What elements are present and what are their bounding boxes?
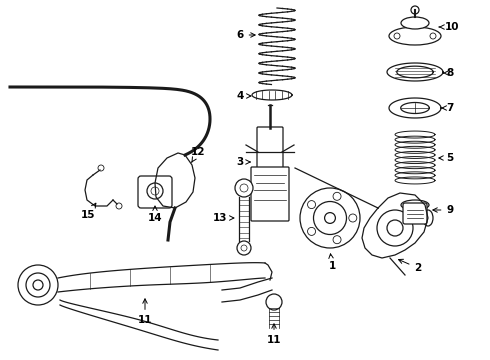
Circle shape (349, 214, 357, 222)
Circle shape (241, 245, 247, 251)
Text: 6: 6 (236, 30, 255, 40)
Text: 11: 11 (138, 299, 152, 325)
FancyBboxPatch shape (138, 176, 172, 208)
FancyBboxPatch shape (257, 127, 283, 169)
Circle shape (333, 192, 341, 200)
Text: 2: 2 (398, 259, 421, 273)
Text: 14: 14 (147, 206, 162, 223)
Circle shape (308, 228, 316, 235)
Text: 1: 1 (328, 254, 336, 271)
Circle shape (411, 6, 419, 14)
Circle shape (98, 165, 104, 171)
Circle shape (240, 184, 248, 192)
Circle shape (308, 201, 316, 208)
Ellipse shape (401, 200, 429, 210)
FancyBboxPatch shape (251, 167, 289, 221)
Ellipse shape (401, 17, 429, 29)
Circle shape (377, 210, 413, 246)
Text: 11: 11 (267, 324, 281, 345)
Circle shape (333, 236, 341, 244)
Text: 10: 10 (439, 22, 459, 32)
Circle shape (314, 202, 346, 234)
Circle shape (266, 294, 282, 310)
Text: 8: 8 (443, 68, 454, 78)
Circle shape (235, 179, 253, 197)
Circle shape (324, 213, 335, 224)
Ellipse shape (389, 27, 441, 45)
Circle shape (430, 33, 436, 39)
Circle shape (26, 273, 50, 297)
Text: 15: 15 (81, 203, 96, 220)
Circle shape (300, 188, 360, 248)
Circle shape (151, 187, 159, 195)
Text: 4: 4 (236, 91, 251, 101)
Circle shape (387, 220, 403, 236)
Circle shape (237, 241, 251, 255)
Circle shape (18, 265, 58, 305)
Text: 13: 13 (213, 213, 234, 223)
Circle shape (116, 203, 122, 209)
Circle shape (33, 280, 43, 290)
Ellipse shape (423, 210, 433, 226)
Circle shape (394, 33, 400, 39)
Text: 3: 3 (236, 157, 250, 167)
Circle shape (147, 183, 163, 199)
Text: 7: 7 (442, 103, 454, 113)
FancyBboxPatch shape (403, 203, 427, 224)
Text: 9: 9 (433, 205, 454, 215)
Text: 12: 12 (191, 147, 205, 162)
Text: 5: 5 (439, 153, 454, 163)
